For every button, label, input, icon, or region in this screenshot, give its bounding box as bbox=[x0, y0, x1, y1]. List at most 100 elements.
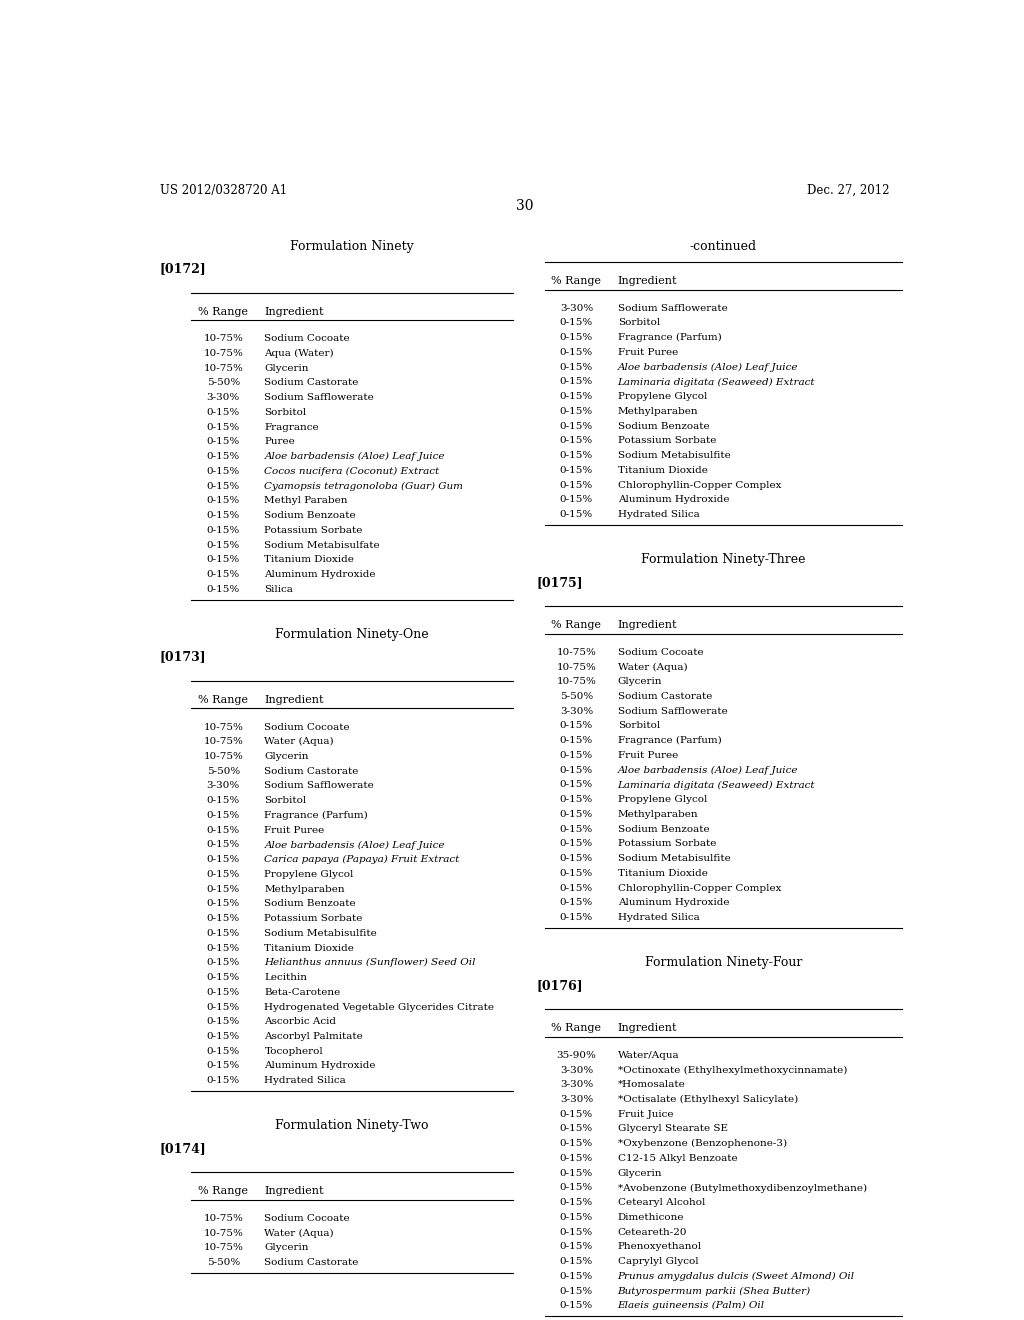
Text: % Range: % Range bbox=[551, 1023, 601, 1034]
Text: Sodium Castorate: Sodium Castorate bbox=[264, 379, 358, 388]
Text: 0-15%: 0-15% bbox=[207, 1002, 240, 1011]
Text: [0176]: [0176] bbox=[537, 978, 584, 991]
Text: 0-15%: 0-15% bbox=[560, 795, 593, 804]
Text: 3-30%: 3-30% bbox=[207, 781, 240, 791]
Text: Sorbitol: Sorbitol bbox=[617, 318, 659, 327]
Text: Chlorophyllin-Copper Complex: Chlorophyllin-Copper Complex bbox=[617, 480, 781, 490]
Text: Glycerin: Glycerin bbox=[617, 1168, 663, 1177]
Text: 0-15%: 0-15% bbox=[560, 378, 593, 387]
Text: 0-15%: 0-15% bbox=[560, 318, 593, 327]
Text: Elaeis guineensis (Palm) Oil: Elaeis guineensis (Palm) Oil bbox=[617, 1302, 765, 1311]
Text: Sodium Cocoate: Sodium Cocoate bbox=[264, 334, 350, 343]
Text: Tocopherol: Tocopherol bbox=[264, 1047, 324, 1056]
Text: Potassium Sorbate: Potassium Sorbate bbox=[264, 913, 362, 923]
Text: Dec. 27, 2012: Dec. 27, 2012 bbox=[807, 183, 890, 197]
Text: 10-75%: 10-75% bbox=[204, 722, 243, 731]
Text: 0-15%: 0-15% bbox=[207, 408, 240, 417]
Text: Silica: Silica bbox=[264, 585, 293, 594]
Text: 0-15%: 0-15% bbox=[560, 495, 593, 504]
Text: 0-15%: 0-15% bbox=[207, 987, 240, 997]
Text: 0-15%: 0-15% bbox=[560, 766, 593, 775]
Text: Ingredient: Ingredient bbox=[264, 306, 324, 317]
Text: 10-75%: 10-75% bbox=[204, 752, 243, 760]
Text: 0-15%: 0-15% bbox=[207, 796, 240, 805]
Text: 0-15%: 0-15% bbox=[560, 333, 593, 342]
Text: 0-15%: 0-15% bbox=[560, 1213, 593, 1222]
Text: Ingredient: Ingredient bbox=[617, 620, 677, 631]
Text: Hydrated Silica: Hydrated Silica bbox=[264, 1076, 346, 1085]
Text: Sodium Safflowerate: Sodium Safflowerate bbox=[617, 706, 727, 715]
Text: 3-30%: 3-30% bbox=[207, 393, 240, 403]
Text: Sodium Benzoate: Sodium Benzoate bbox=[264, 511, 356, 520]
Text: 0-15%: 0-15% bbox=[207, 855, 240, 865]
Text: Methyl Paraben: Methyl Paraben bbox=[264, 496, 348, 506]
Text: 0-15%: 0-15% bbox=[560, 407, 593, 416]
Text: 3-30%: 3-30% bbox=[560, 706, 593, 715]
Text: Fragrance (Parfum): Fragrance (Parfum) bbox=[617, 737, 721, 746]
Text: Glycerin: Glycerin bbox=[617, 677, 663, 686]
Text: Sodium Metabisulfate: Sodium Metabisulfate bbox=[264, 541, 380, 549]
Text: 0-15%: 0-15% bbox=[207, 437, 240, 446]
Text: Laminaria digitata (Seaweed) Extract: Laminaria digitata (Seaweed) Extract bbox=[617, 378, 815, 387]
Text: 0-15%: 0-15% bbox=[560, 751, 593, 760]
Text: Propylene Glycol: Propylene Glycol bbox=[617, 392, 707, 401]
Text: 0-15%: 0-15% bbox=[560, 1168, 593, 1177]
Text: 0-15%: 0-15% bbox=[560, 392, 593, 401]
Text: 0-15%: 0-15% bbox=[207, 1047, 240, 1056]
Text: Laminaria digitata (Seaweed) Extract: Laminaria digitata (Seaweed) Extract bbox=[617, 780, 815, 789]
Text: Sodium Benzoate: Sodium Benzoate bbox=[264, 899, 356, 908]
Text: 0-15%: 0-15% bbox=[207, 1032, 240, 1041]
Text: Formulation Ninety-One: Formulation Ninety-One bbox=[275, 628, 429, 642]
Text: Hydrogenated Vegetable Glycerides Citrate: Hydrogenated Vegetable Glycerides Citrat… bbox=[264, 1002, 495, 1011]
Text: 0-15%: 0-15% bbox=[207, 496, 240, 506]
Text: Titanium Dioxide: Titanium Dioxide bbox=[264, 556, 354, 565]
Text: % Range: % Range bbox=[199, 696, 248, 705]
Text: Ingredient: Ingredient bbox=[617, 276, 677, 286]
Text: 10-75%: 10-75% bbox=[556, 663, 596, 672]
Text: Aloe barbadensis (Aloe) Leaf Juice: Aloe barbadensis (Aloe) Leaf Juice bbox=[264, 841, 445, 850]
Text: 0-15%: 0-15% bbox=[560, 1302, 593, 1311]
Text: Potassium Sorbate: Potassium Sorbate bbox=[617, 840, 716, 849]
Text: Sorbitol: Sorbitol bbox=[617, 722, 659, 730]
Text: Sodium Castorate: Sodium Castorate bbox=[617, 692, 712, 701]
Text: 0-15%: 0-15% bbox=[560, 1257, 593, 1266]
Text: [0173]: [0173] bbox=[160, 651, 207, 664]
Text: Fruit Puree: Fruit Puree bbox=[617, 348, 678, 356]
Text: Glyceryl Stearate SE: Glyceryl Stearate SE bbox=[617, 1125, 728, 1134]
Text: Sodium Safflowerate: Sodium Safflowerate bbox=[264, 781, 374, 791]
Text: 0-15%: 0-15% bbox=[560, 913, 593, 923]
Text: Formulation Ninety-Three: Formulation Ninety-Three bbox=[641, 553, 806, 566]
Text: 5-50%: 5-50% bbox=[207, 379, 240, 388]
Text: % Range: % Range bbox=[199, 306, 248, 317]
Text: Fruit Puree: Fruit Puree bbox=[264, 826, 325, 834]
Text: Ceteareth-20: Ceteareth-20 bbox=[617, 1228, 687, 1237]
Text: 0-15%: 0-15% bbox=[560, 1287, 593, 1296]
Text: Sodium Safflowerate: Sodium Safflowerate bbox=[264, 393, 374, 403]
Text: Potassium Sorbate: Potassium Sorbate bbox=[617, 437, 716, 445]
Text: 0-15%: 0-15% bbox=[560, 421, 593, 430]
Text: Water (Aqua): Water (Aqua) bbox=[264, 738, 334, 746]
Text: 10-75%: 10-75% bbox=[556, 648, 596, 657]
Text: 0-15%: 0-15% bbox=[207, 570, 240, 579]
Text: 0-15%: 0-15% bbox=[207, 870, 240, 879]
Text: 0-15%: 0-15% bbox=[207, 525, 240, 535]
Text: 0-15%: 0-15% bbox=[560, 1110, 593, 1119]
Text: 3-30%: 3-30% bbox=[560, 1080, 593, 1089]
Text: Cyamopsis tetragonoloba (Guar) Gum: Cyamopsis tetragonoloba (Guar) Gum bbox=[264, 482, 464, 491]
Text: 0-15%: 0-15% bbox=[207, 1061, 240, 1071]
Text: 10-75%: 10-75% bbox=[204, 1214, 243, 1222]
Text: 0-15%: 0-15% bbox=[207, 944, 240, 953]
Text: Fragrance: Fragrance bbox=[264, 422, 319, 432]
Text: -continued: -continued bbox=[689, 240, 757, 252]
Text: 3-30%: 3-30% bbox=[560, 1096, 593, 1104]
Text: 0-15%: 0-15% bbox=[560, 1272, 593, 1280]
Text: Formulation Ninety-Four: Formulation Ninety-Four bbox=[644, 956, 802, 969]
Text: Aqua (Water): Aqua (Water) bbox=[264, 348, 334, 358]
Text: Chlorophyllin-Copper Complex: Chlorophyllin-Copper Complex bbox=[617, 883, 781, 892]
Text: Ingredient: Ingredient bbox=[264, 696, 324, 705]
Text: 10-75%: 10-75% bbox=[556, 677, 596, 686]
Text: Lecithin: Lecithin bbox=[264, 973, 307, 982]
Text: 0-15%: 0-15% bbox=[207, 556, 240, 565]
Text: Aluminum Hydroxide: Aluminum Hydroxide bbox=[264, 1061, 376, 1071]
Text: 0-15%: 0-15% bbox=[560, 722, 593, 730]
